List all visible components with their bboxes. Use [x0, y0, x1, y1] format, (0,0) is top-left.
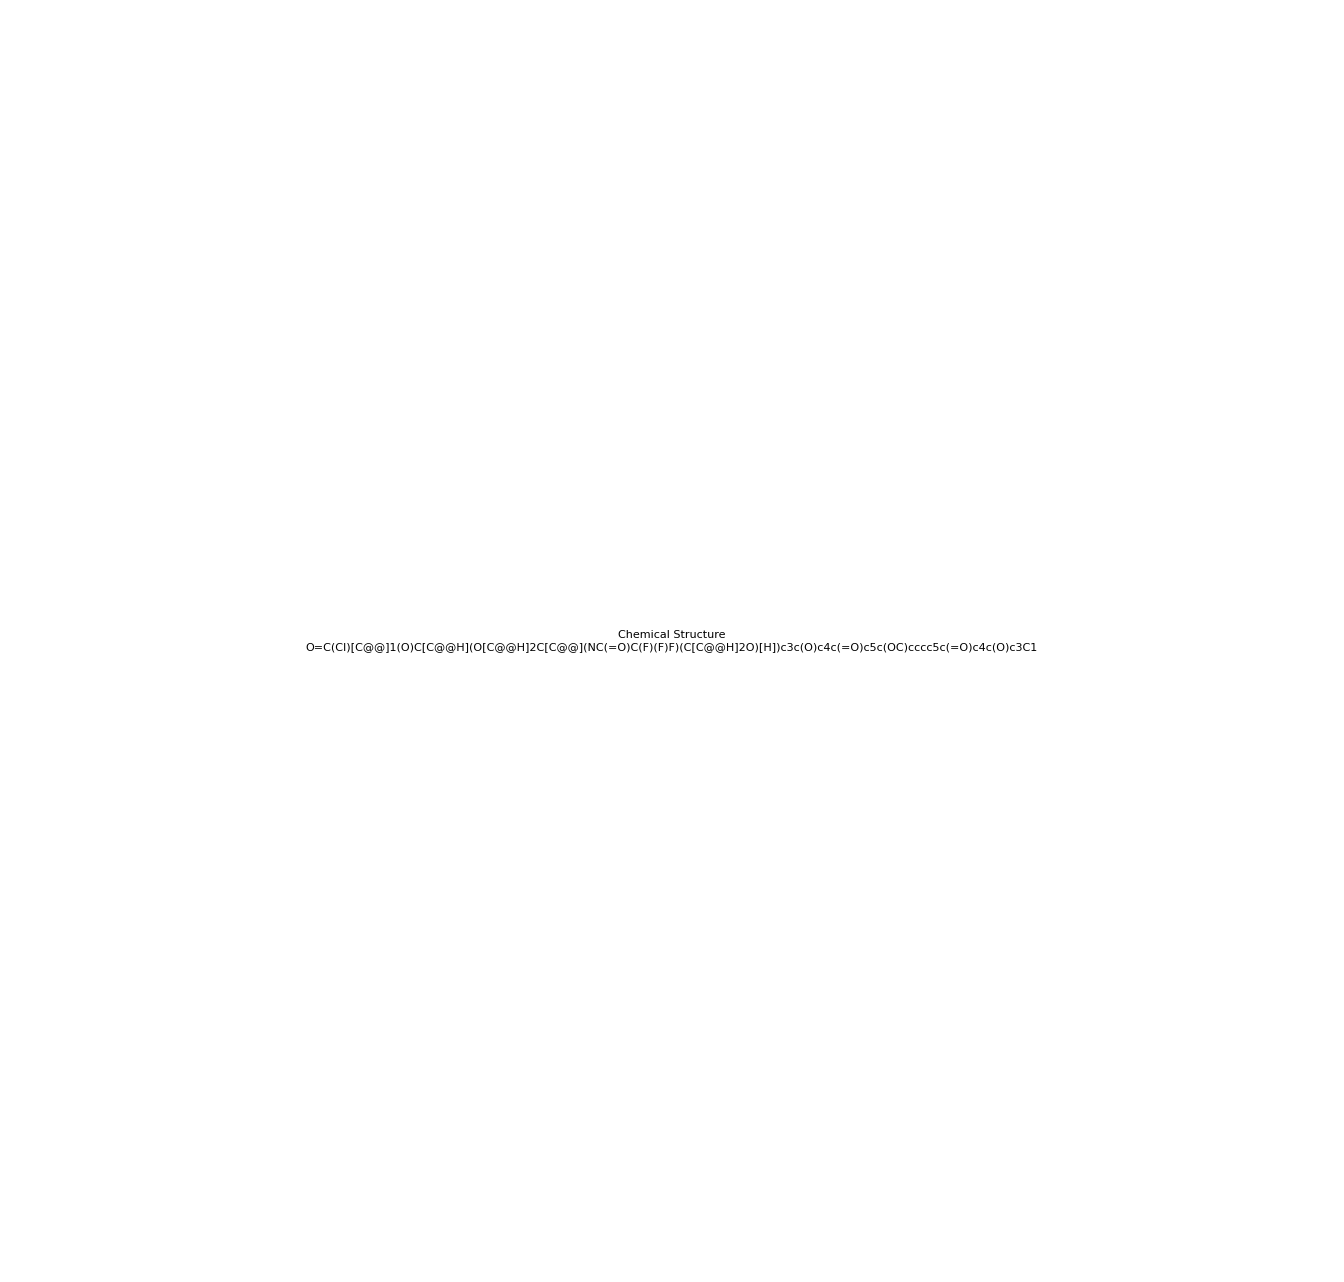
- Text: Chemical Structure
O=C(CI)[C@@]1(O)C[C@@H](O[C@@H]2C[C@@](NC(=O)C(F)(F)F)(C[C@@H: Chemical Structure O=C(CI)[C@@]1(O)C[C@@…: [306, 631, 1038, 651]
